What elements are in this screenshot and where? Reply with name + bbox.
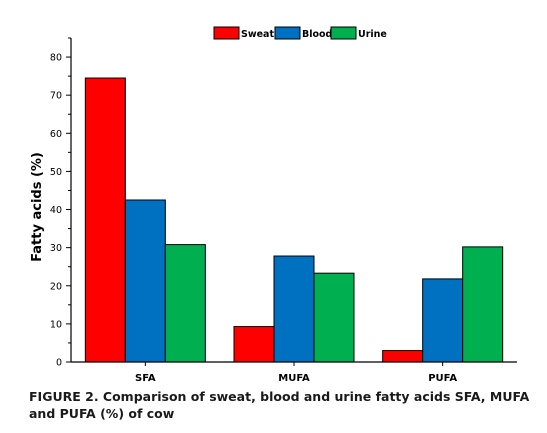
legend-label-sweat: Sweat: [241, 29, 274, 40]
legend-label-blood: Blood: [302, 29, 332, 40]
y-tick-label: 30: [50, 243, 62, 254]
legend-swatch-sweat: [213, 26, 240, 40]
y-tick-label: 80: [50, 53, 62, 64]
x-tick-label-pufa: PUFA: [428, 373, 457, 384]
legend-label-urine: Urine: [358, 29, 387, 40]
bar-urine-mufa: [313, 272, 355, 363]
bar-sweat-mufa: [233, 326, 275, 363]
y-tick-label: 20: [50, 281, 62, 292]
bar-sweat-sfa: [84, 77, 126, 363]
y-axis: 0 10 20 30 40 50 60 70 80: [50, 37, 72, 369]
y-tick-label: 60: [50, 129, 62, 140]
bar-blood-pufa: [422, 278, 464, 363]
bars: [84, 77, 504, 363]
x-axis: SFA MUFA PUFA: [71, 361, 517, 384]
y-tick-label: 40: [50, 205, 62, 216]
x-tick-label-sfa: SFA: [135, 373, 156, 384]
y-tick-label: 10: [50, 319, 62, 330]
bar-blood-mufa: [273, 255, 315, 363]
bar-urine-sfa: [164, 244, 206, 363]
bar-chart: Sweat Blood Urine Fatty acids (%) 0 10 20 30 4…: [30, 26, 517, 384]
figure-caption: FIGURE 2. Comparison of sweat, blood and…: [29, 389, 530, 421]
bar-blood-sfa: [124, 199, 166, 363]
bar-urine-pufa: [462, 246, 504, 363]
legend: Sweat Blood Urine: [213, 26, 387, 40]
y-tick-label: 50: [50, 167, 62, 178]
y-tick-label: 0: [56, 358, 62, 369]
y-axis-label: Fatty acids (%): [30, 152, 45, 262]
legend-swatch-urine: [330, 26, 357, 40]
x-tick-label-mufa: MUFA: [278, 373, 310, 384]
legend-swatch-blood: [274, 26, 301, 40]
bar-sweat-pufa: [382, 350, 424, 363]
y-tick-label: 70: [50, 91, 62, 102]
